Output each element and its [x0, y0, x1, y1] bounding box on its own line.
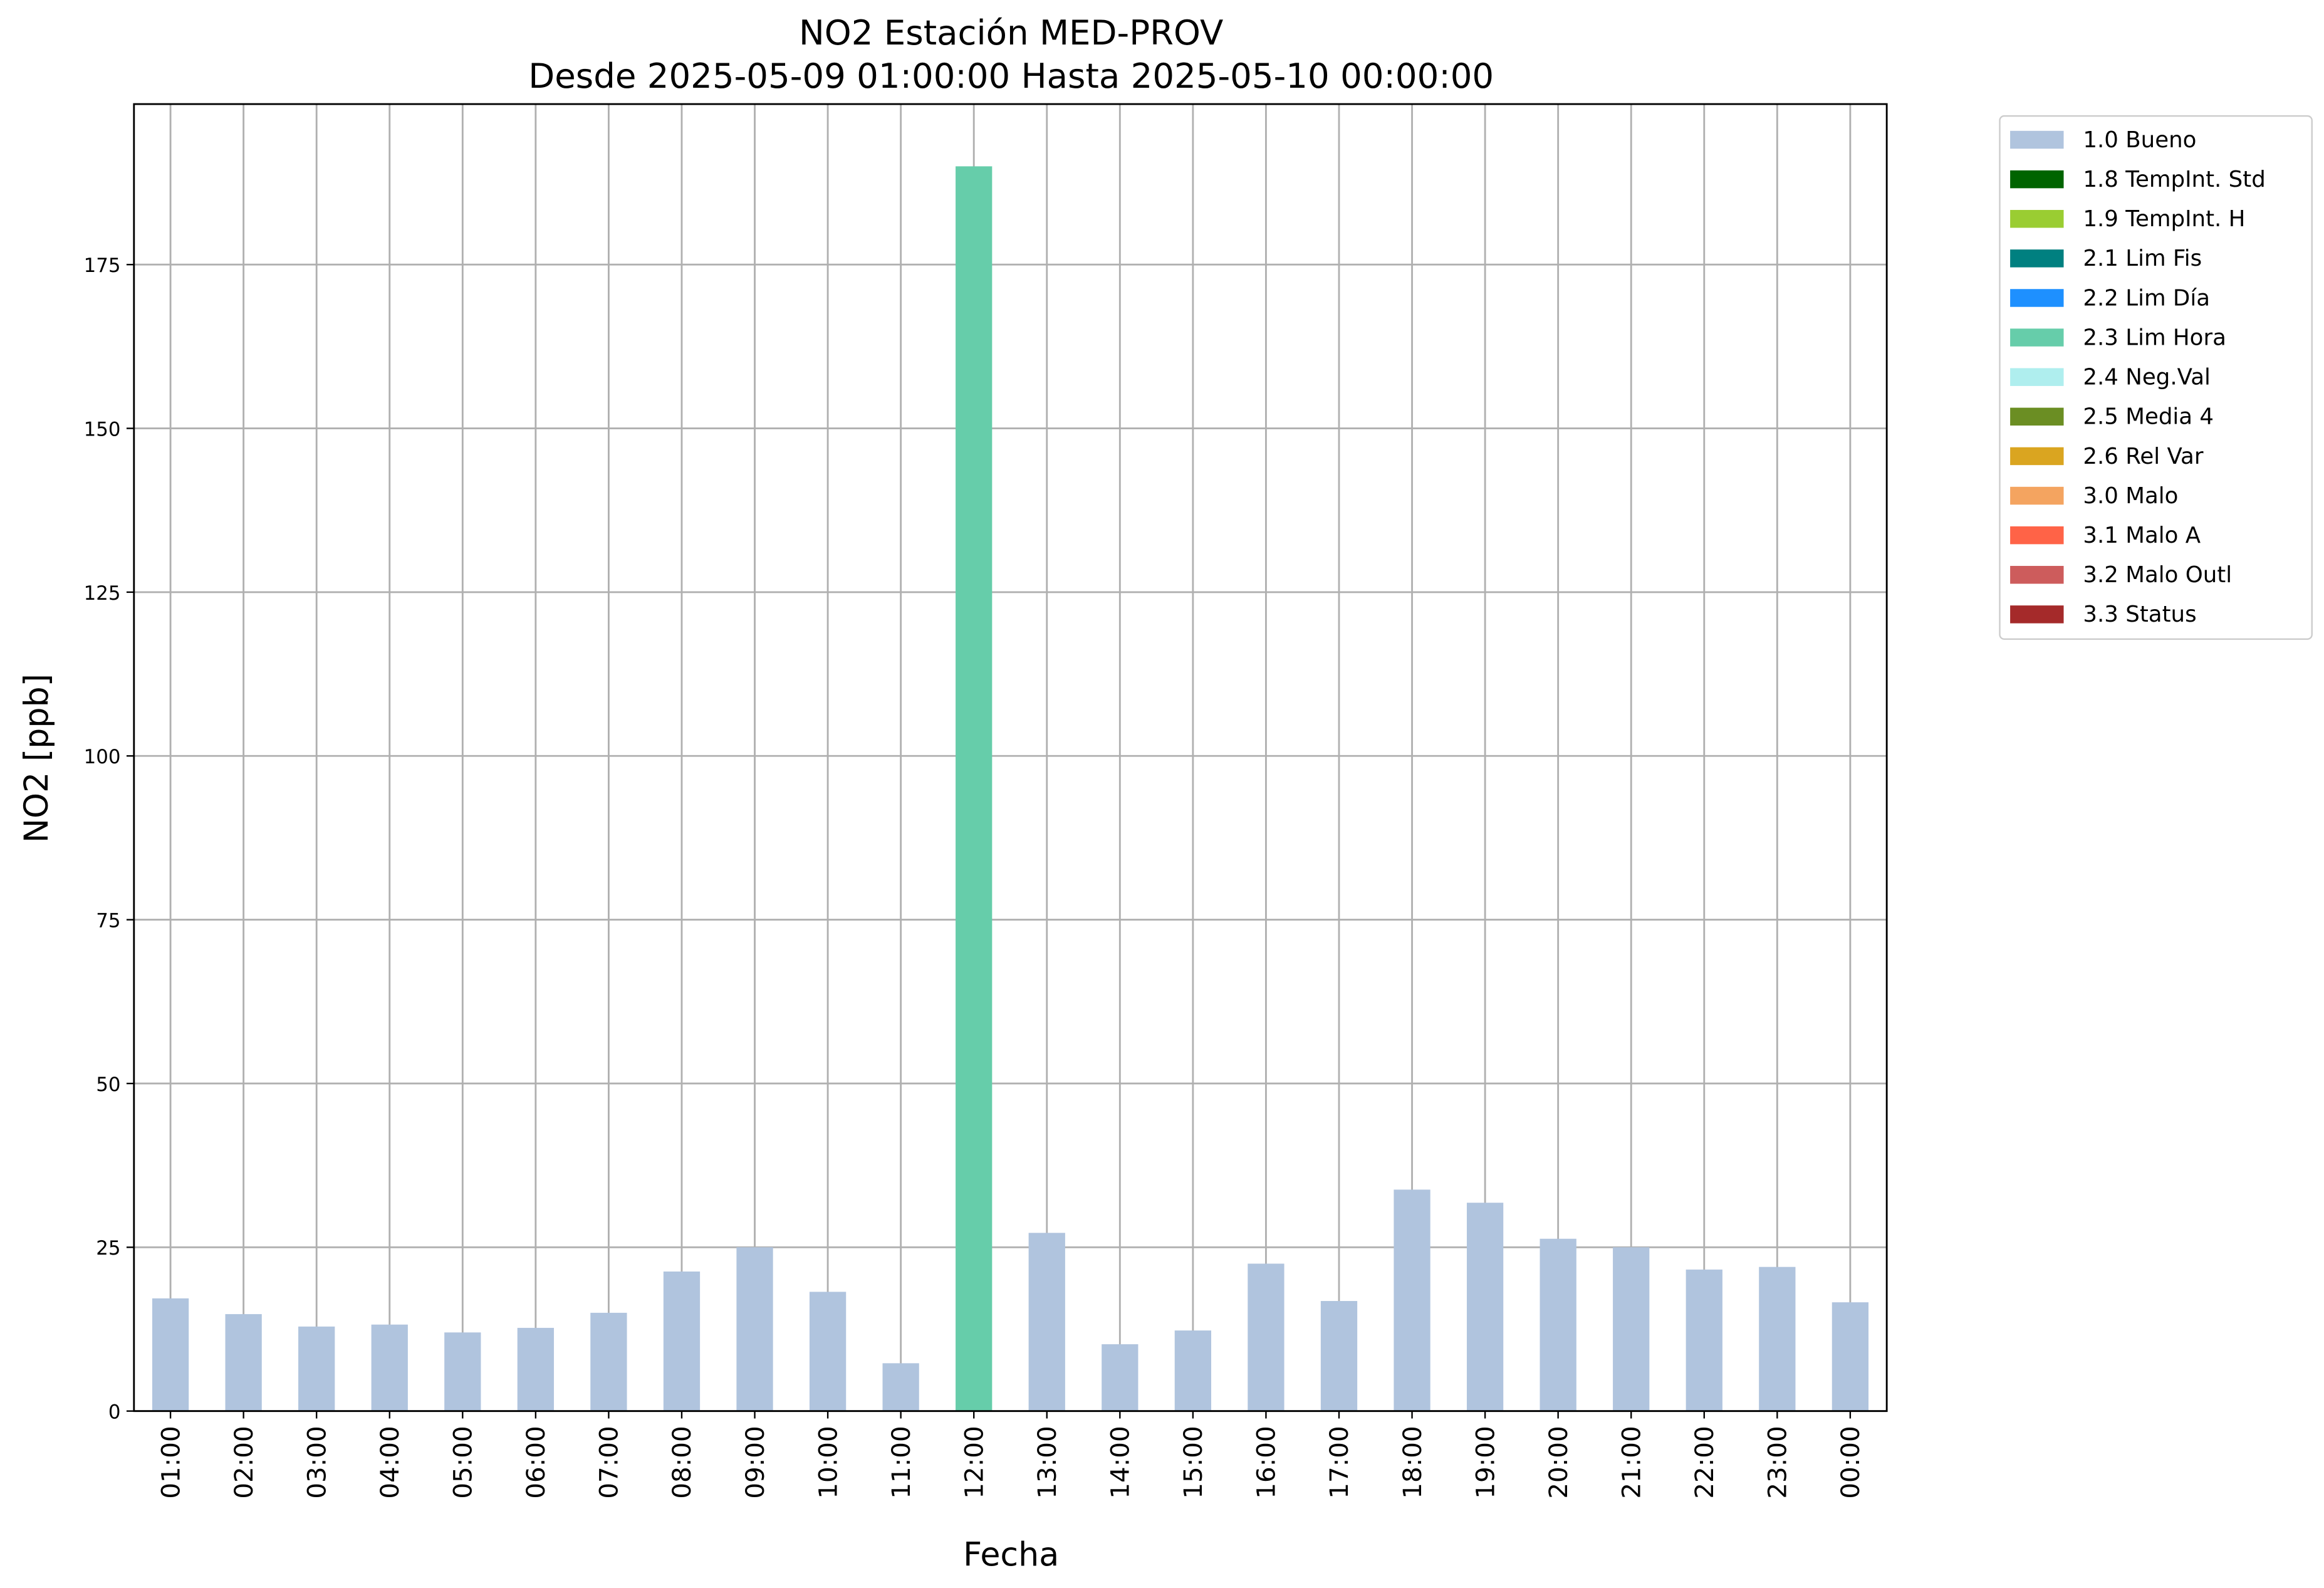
- x-tick-label: 13:00: [1033, 1426, 1062, 1498]
- legend-label: 1.0 Bueno: [2083, 127, 2196, 153]
- bar: [1540, 1238, 1576, 1411]
- x-tick-label: 14:00: [1106, 1426, 1135, 1498]
- legend-label: 3.1 Malo A: [2083, 523, 2201, 548]
- y-tick-label: 50: [96, 1073, 120, 1096]
- bar: [1174, 1330, 1212, 1411]
- bar: [1248, 1263, 1284, 1411]
- y-tick-label: 125: [84, 582, 121, 605]
- bar: [590, 1312, 627, 1411]
- x-tick-label: 06:00: [521, 1426, 551, 1498]
- y-tick-label: 100: [84, 746, 121, 768]
- legend-swatch: [2010, 566, 2064, 584]
- legend-swatch: [2010, 368, 2064, 386]
- x-tick-label: 11:00: [887, 1426, 916, 1498]
- legend-swatch: [2010, 130, 2064, 149]
- legend-label: 2.3 Lim Hora: [2083, 325, 2226, 350]
- legend-swatch: [2010, 210, 2064, 228]
- legend-label: 3.3 Status: [2083, 602, 2196, 627]
- x-tick-label: 21:00: [1617, 1426, 1646, 1498]
- x-tick-label: 20:00: [1544, 1426, 1573, 1498]
- legend-label: 2.6 Rel Var: [2083, 444, 2203, 469]
- legend-swatch: [2010, 249, 2064, 268]
- bar: [1759, 1267, 1796, 1411]
- legend-swatch: [2010, 605, 2064, 624]
- plot-frame: [133, 103, 1888, 1413]
- bar: [1028, 1233, 1065, 1411]
- x-tick-label: 19:00: [1471, 1426, 1500, 1498]
- bar: [736, 1247, 773, 1411]
- legend-swatch: [2010, 407, 2064, 426]
- x-tick-label: 15:00: [1179, 1426, 1208, 1498]
- y-axis-label: NO2 [ppb]: [18, 674, 56, 843]
- y-tick-label: 75: [96, 909, 120, 932]
- chart-subtitle: Desde 2025-05-09 01:00:00 Hasta 2025-05-…: [528, 56, 1494, 96]
- x-tick-label: 10:00: [813, 1426, 843, 1498]
- legend-box: [1999, 115, 2313, 640]
- x-tick-label: 01:00: [156, 1426, 185, 1498]
- x-tick-label: 08:00: [667, 1426, 697, 1498]
- x-tick-label: 23:00: [1763, 1426, 1793, 1498]
- bar: [663, 1271, 701, 1411]
- legend-swatch: [2010, 328, 2064, 347]
- bar: [152, 1298, 189, 1411]
- y-tick-label: 175: [84, 254, 121, 277]
- bar: [298, 1326, 335, 1411]
- bar: [1686, 1269, 1722, 1411]
- legend-label: 2.1 Lim Fis: [2083, 246, 2202, 271]
- bar: [1394, 1189, 1430, 1411]
- x-tick-label: 09:00: [741, 1426, 770, 1498]
- legend-label: 1.8 TempInt. Std: [2083, 167, 2265, 192]
- x-tick-label: 16:00: [1252, 1426, 1281, 1498]
- x-tick-label: 17:00: [1325, 1426, 1354, 1498]
- legend-label: 2.2 Lim Día: [2083, 285, 2210, 311]
- x-tick-label: 03:00: [302, 1426, 331, 1498]
- bar: [1320, 1301, 1358, 1411]
- chart-title: NO2 Estación MED-PROV: [799, 13, 1223, 53]
- bar: [956, 166, 993, 1411]
- y-tick-label: 0: [108, 1401, 121, 1424]
- legend-swatch: [2010, 447, 2064, 466]
- legend-swatch: [2010, 486, 2064, 505]
- legend-swatch: [2010, 526, 2064, 545]
- x-tick-label: 04:00: [375, 1426, 405, 1498]
- x-tick-label: 07:00: [595, 1426, 624, 1498]
- y-tick-label: 150: [84, 418, 121, 441]
- bar: [371, 1324, 408, 1411]
- legend-swatch: [2010, 170, 2064, 189]
- bar: [882, 1363, 919, 1411]
- bar: [1466, 1203, 1504, 1411]
- bar: [1832, 1302, 1869, 1411]
- bar: [1102, 1344, 1139, 1411]
- legend-label: 3.2 Malo Outl: [2083, 562, 2232, 588]
- x-tick-label: 22:00: [1690, 1426, 1719, 1498]
- x-tick-label: 18:00: [1398, 1426, 1427, 1498]
- bar: [809, 1292, 847, 1411]
- x-tick-label: 05:00: [449, 1426, 478, 1498]
- legend-label: 3.0 Malo: [2083, 483, 2178, 509]
- x-axis-label: Fecha: [963, 1536, 1059, 1574]
- y-tick-label: 25: [96, 1237, 120, 1260]
- x-tick-label: 02:00: [229, 1426, 259, 1498]
- legend-swatch: [2010, 289, 2064, 307]
- bar: [225, 1314, 262, 1411]
- bar: [517, 1327, 555, 1411]
- x-tick-label: 12:00: [959, 1426, 989, 1498]
- bar: [444, 1332, 481, 1411]
- legend-label: 2.5 Media 4: [2083, 404, 2214, 430]
- bar: [1613, 1247, 1650, 1411]
- legend-label: 2.4 Neg.Val: [2083, 365, 2211, 390]
- legend-label: 1.9 TempInt. H: [2083, 206, 2245, 232]
- x-tick-label: 00:00: [1836, 1426, 1865, 1498]
